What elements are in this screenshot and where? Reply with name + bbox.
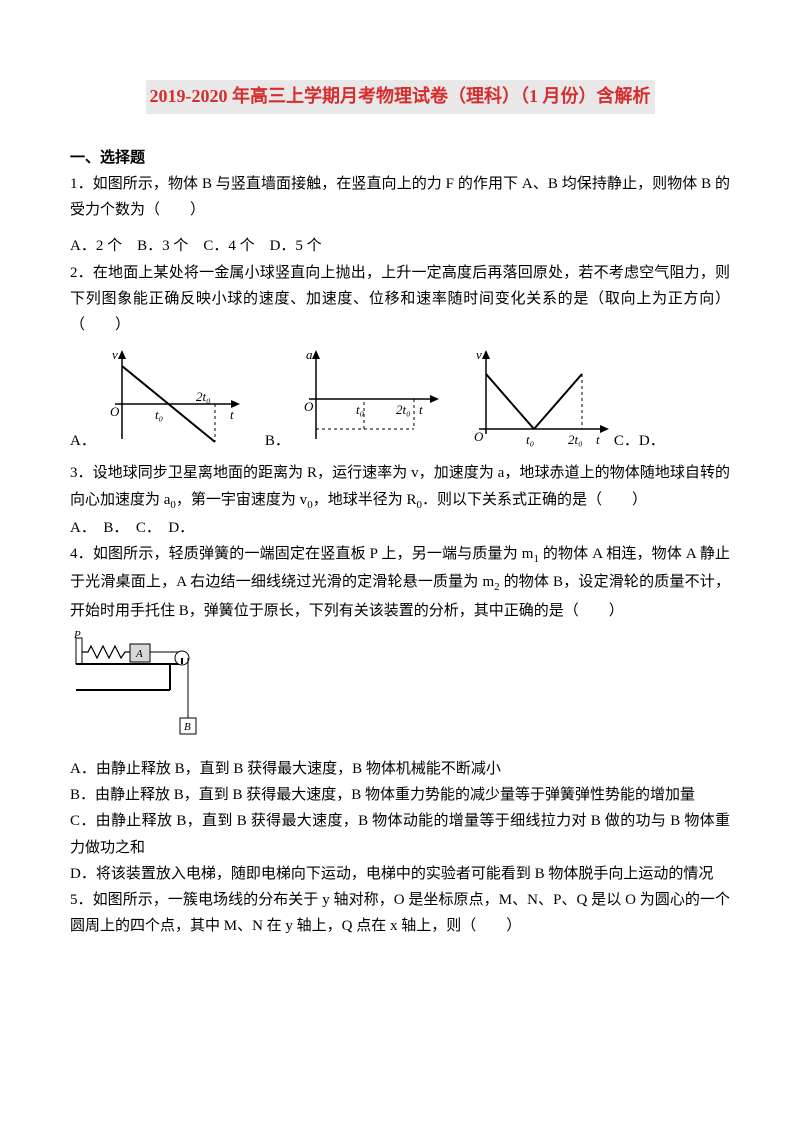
svg-text:O: O: [304, 399, 314, 414]
graph-b-svg: a O t₀ 2t₀ t: [294, 344, 444, 454]
svg-text:2t₀: 2t₀: [568, 432, 583, 447]
q5-stem: 5．如图所示，一簇电场线的分布关于 y 轴对称，O 是坐标原点，M、N、P、Q …: [70, 887, 730, 940]
q3-text4: ．则以下关系式正确的是（ ）: [422, 492, 647, 508]
option-label-a: A．: [70, 428, 96, 454]
svg-text:t₀: t₀: [356, 402, 364, 417]
q1-options: A．2 个 B．3 个 C．4 个 D．5 个: [70, 233, 730, 259]
q2-stem: 2．在地面上某处将一金属小球竖直向上抛出，上升一定高度后再落回原处，若不考虑空气…: [70, 260, 730, 339]
svg-text:t: t: [596, 432, 600, 447]
svg-text:O: O: [110, 404, 120, 419]
q3-text2: ，第一宇宙速度为 v: [176, 492, 307, 508]
graph-c-svg: v t O t₀ 2t₀: [464, 344, 614, 454]
q4-option-b: B．由静止释放 B，直到 B 获得最大速度，B 物体重力势能的减少量等于弹簧弹性…: [70, 782, 730, 808]
svg-text:O: O: [474, 429, 484, 444]
q2-option-b: B． a O t₀ 2t₀ t: [265, 344, 444, 454]
svg-text:t₀: t₀: [526, 432, 534, 447]
svg-text:t: t: [230, 407, 234, 422]
svg-text:B: B: [184, 721, 191, 733]
option-label-cd: C．D．: [614, 428, 665, 454]
svg-text:P: P: [73, 630, 81, 641]
svg-text:2t₀: 2t₀: [196, 389, 211, 404]
q4-option-c: C．由静止释放 B，直到 B 获得最大速度，B 物体动能的增量等于细线拉力对 B…: [70, 808, 730, 861]
q3-text3: ，地球半径为 R: [313, 492, 417, 508]
document-title: 2019-2020 年高三上学期月考物理试卷（理科）（1 月份）含解析: [146, 80, 655, 114]
q2-option-a: A． v t O t₀ 2t₀: [70, 344, 245, 454]
q1-stem: 1．如图所示，物体 B 与竖直墙面接触，在竖直向上的力 F 的作用下 A、B 均…: [70, 171, 730, 224]
q4-option-a: A．由静止释放 B，直到 B 获得最大速度，B 物体机械能不断减小: [70, 756, 730, 782]
q4-stem: 4．如图所示，轻质弹簧的一端固定在竖直板 P 上，另一端与质量为 m1 的物体 …: [70, 541, 730, 624]
svg-text:t₀: t₀: [155, 407, 163, 422]
q4-option-d: D．将该装置放入电梯，随即电梯向下运动，电梯中的实验者可能看到 B 物体脱手向上…: [70, 861, 730, 887]
svg-text:v: v: [476, 347, 482, 362]
section-heading: 一、选择题: [70, 145, 730, 171]
svg-text:A: A: [135, 648, 143, 660]
graph-a-svg: v t O t₀ 2t₀: [100, 344, 245, 454]
svg-text:t: t: [419, 402, 423, 417]
option-label-b: B．: [265, 428, 290, 454]
q3-options: A． B． C． D．: [70, 515, 730, 541]
q3-stem: 3．设地球同步卫星离地面的距离为 R，运行速率为 v，加速度为 a，地球赤道上的…: [70, 460, 730, 515]
q2-option-c: v t O t₀ 2t₀ C．D．: [464, 344, 669, 454]
q2-graphs-row: A． v t O t₀ 2t₀ B．: [70, 344, 730, 454]
q4-figure: P A B: [70, 630, 730, 750]
svg-text:v: v: [112, 347, 118, 362]
svg-text:2t₀: 2t₀: [396, 402, 411, 417]
q4-t1: 4．如图所示，轻质弹簧的一端固定在竖直板 P 上，另一端与质量为 m: [70, 546, 533, 562]
svg-text:a: a: [306, 347, 313, 362]
